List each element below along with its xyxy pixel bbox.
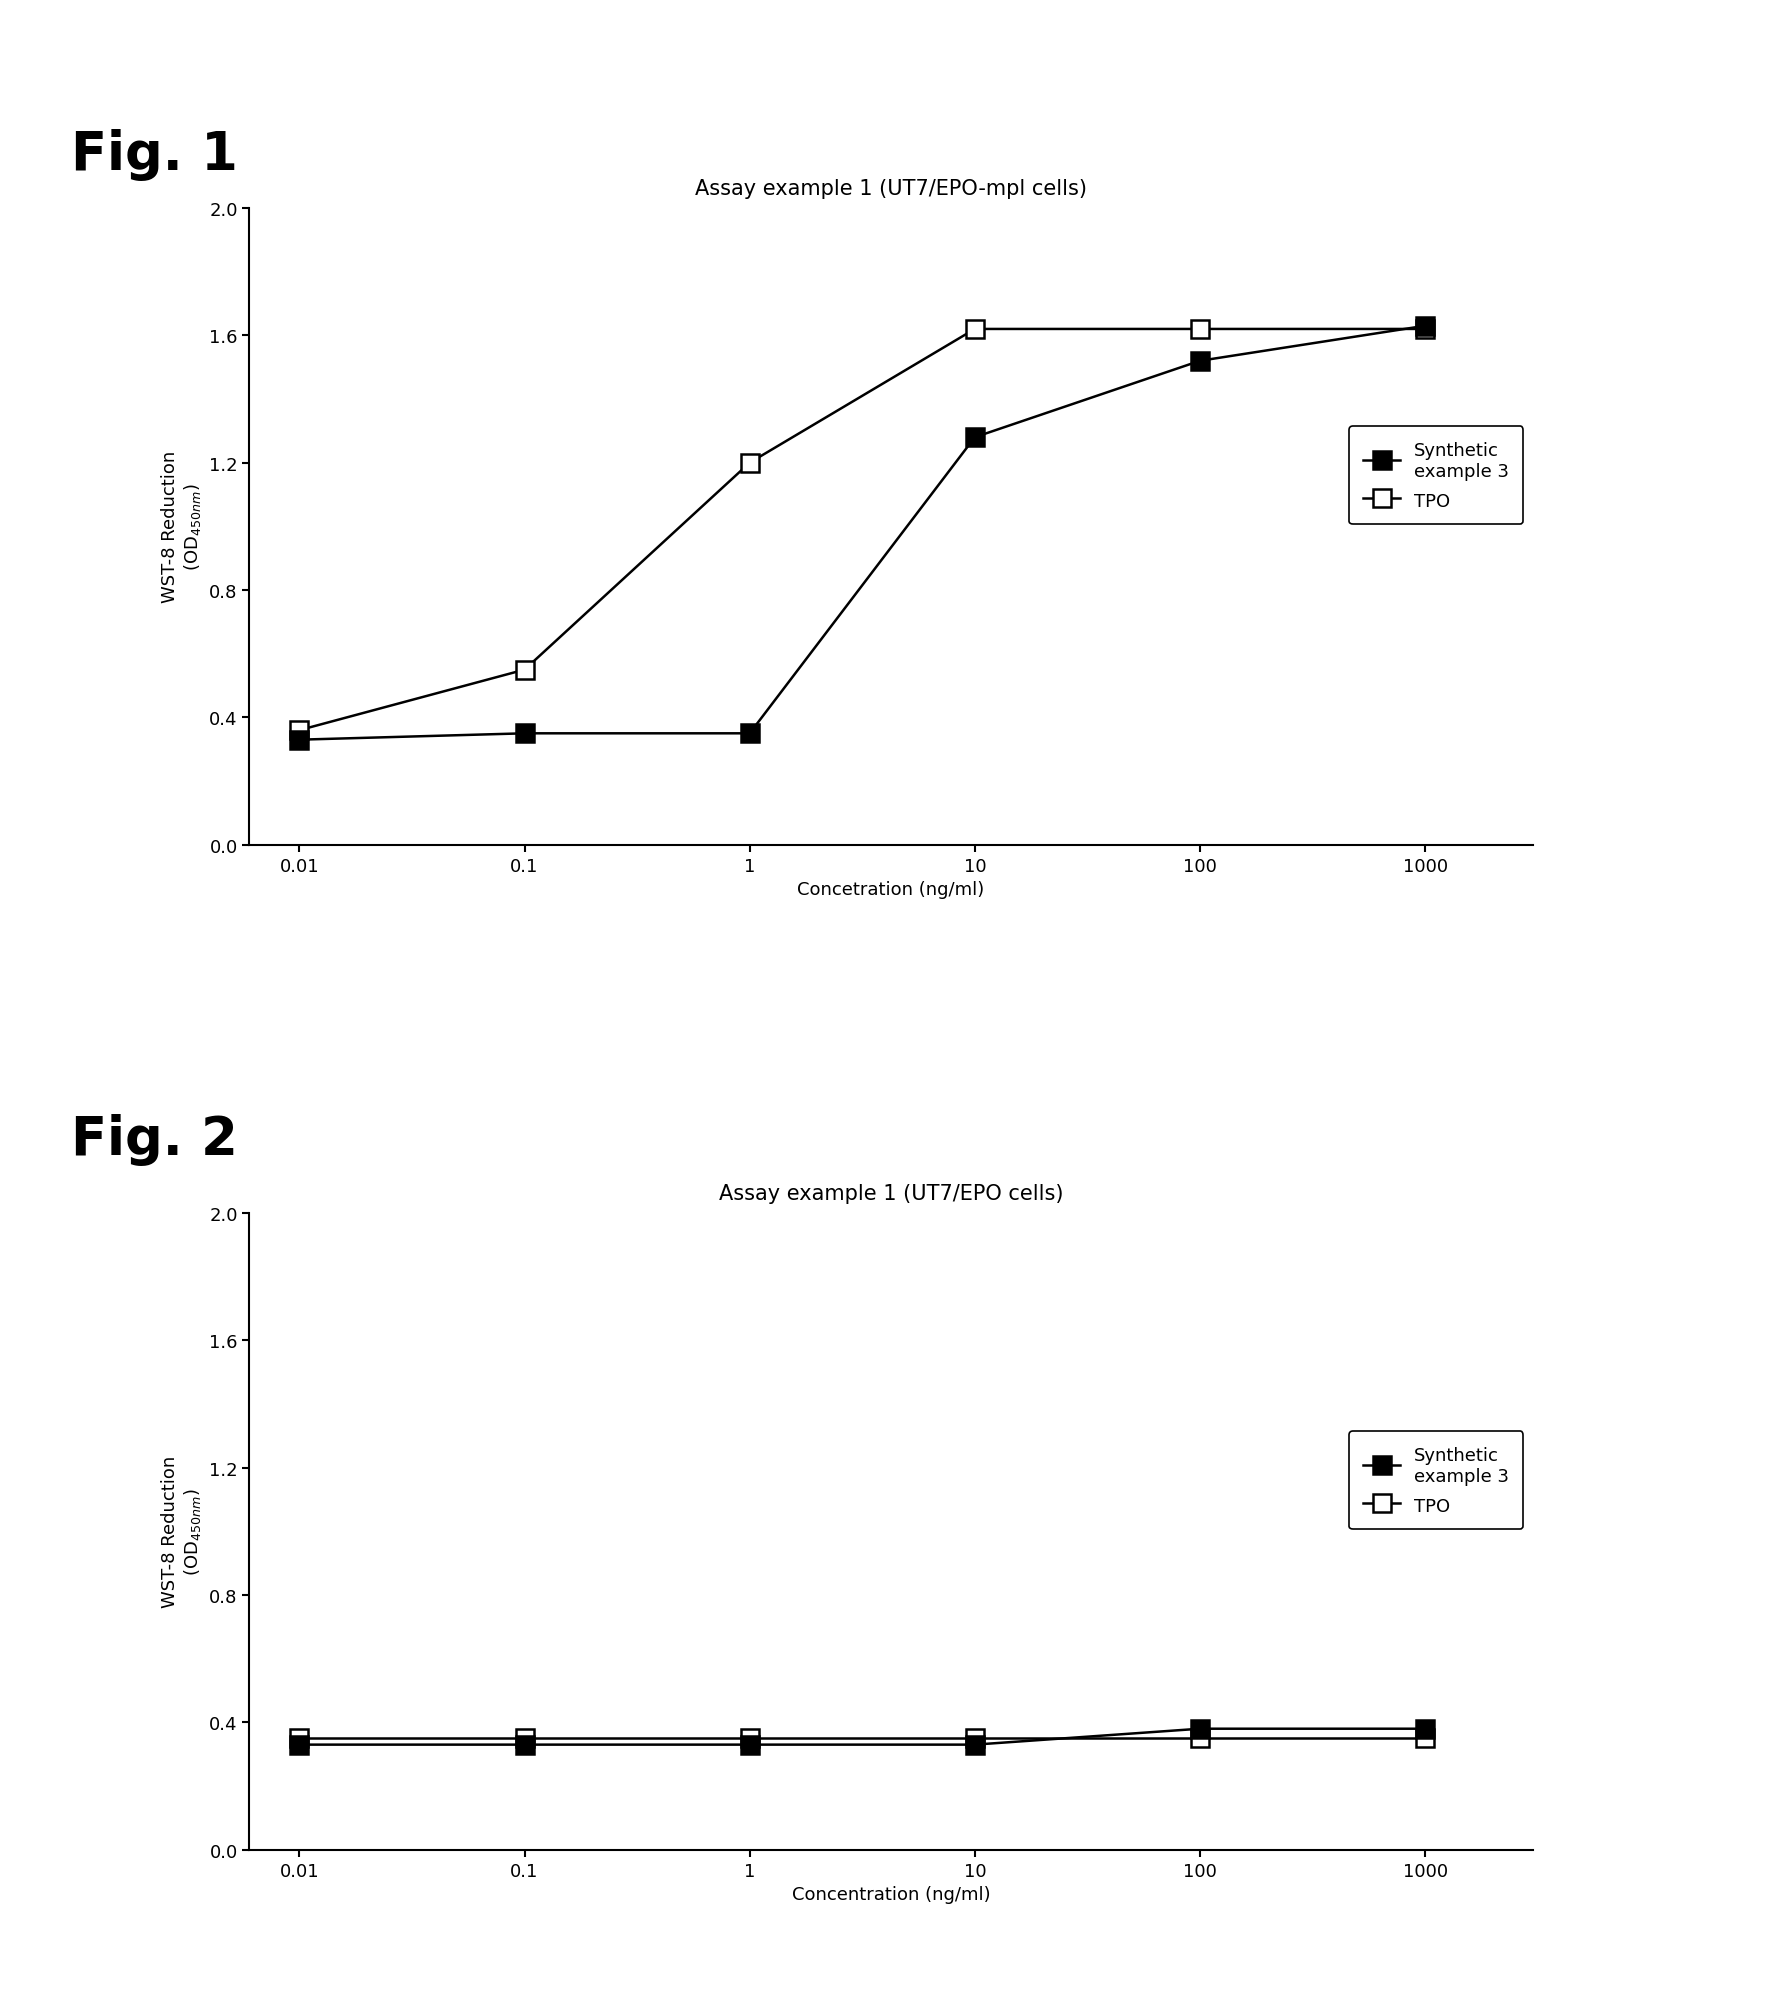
Synthetic
example 3: [740, 722, 761, 746]
TPO: [964, 318, 985, 342]
TPO: [1415, 1726, 1436, 1750]
Synthetic
example 3: [1415, 314, 1436, 338]
Title: Assay example 1 (UT7/EPO-mpl cells): Assay example 1 (UT7/EPO-mpl cells): [695, 179, 1087, 199]
Line: Synthetic
example 3: Synthetic example 3: [290, 318, 1435, 750]
Synthetic
example 3: [513, 722, 535, 746]
TPO: [289, 718, 310, 742]
Y-axis label: WST-8 Reduction
(OD$_{450nm}$): WST-8 Reduction (OD$_{450nm}$): [162, 1456, 203, 1607]
Synthetic
example 3: [1415, 1717, 1436, 1740]
TPO: [1189, 1726, 1210, 1750]
Synthetic
example 3: [289, 728, 310, 752]
Y-axis label: WST-8 Reduction
(OD$_{450nm}$): WST-8 Reduction (OD$_{450nm}$): [162, 452, 203, 603]
Synthetic
example 3: [1189, 350, 1210, 374]
Text: Fig. 2: Fig. 2: [71, 1114, 239, 1166]
Synthetic
example 3: [740, 1732, 761, 1756]
TPO: [513, 1726, 535, 1750]
Synthetic
example 3: [964, 426, 985, 450]
Synthetic
example 3: [289, 1732, 310, 1756]
Text: Fig. 1: Fig. 1: [71, 129, 239, 181]
Line: Synthetic
example 3: Synthetic example 3: [290, 1720, 1435, 1754]
Legend: Synthetic
example 3, TPO: Synthetic example 3, TPO: [1349, 428, 1524, 525]
Title: Assay example 1 (UT7/EPO cells): Assay example 1 (UT7/EPO cells): [718, 1183, 1064, 1203]
Legend: Synthetic
example 3, TPO: Synthetic example 3, TPO: [1349, 1432, 1524, 1530]
Line: TPO: TPO: [290, 1728, 1435, 1748]
Line: TPO: TPO: [290, 320, 1435, 740]
TPO: [740, 452, 761, 475]
Synthetic
example 3: [513, 1732, 535, 1756]
Synthetic
example 3: [1189, 1717, 1210, 1740]
TPO: [1415, 318, 1436, 342]
X-axis label: Concetration (ng/ml): Concetration (ng/ml): [797, 881, 985, 899]
Synthetic
example 3: [964, 1732, 985, 1756]
TPO: [513, 658, 535, 682]
TPO: [289, 1726, 310, 1750]
TPO: [1189, 318, 1210, 342]
X-axis label: Concentration (ng/ml): Concentration (ng/ml): [791, 1886, 991, 1903]
TPO: [740, 1726, 761, 1750]
TPO: [964, 1726, 985, 1750]
